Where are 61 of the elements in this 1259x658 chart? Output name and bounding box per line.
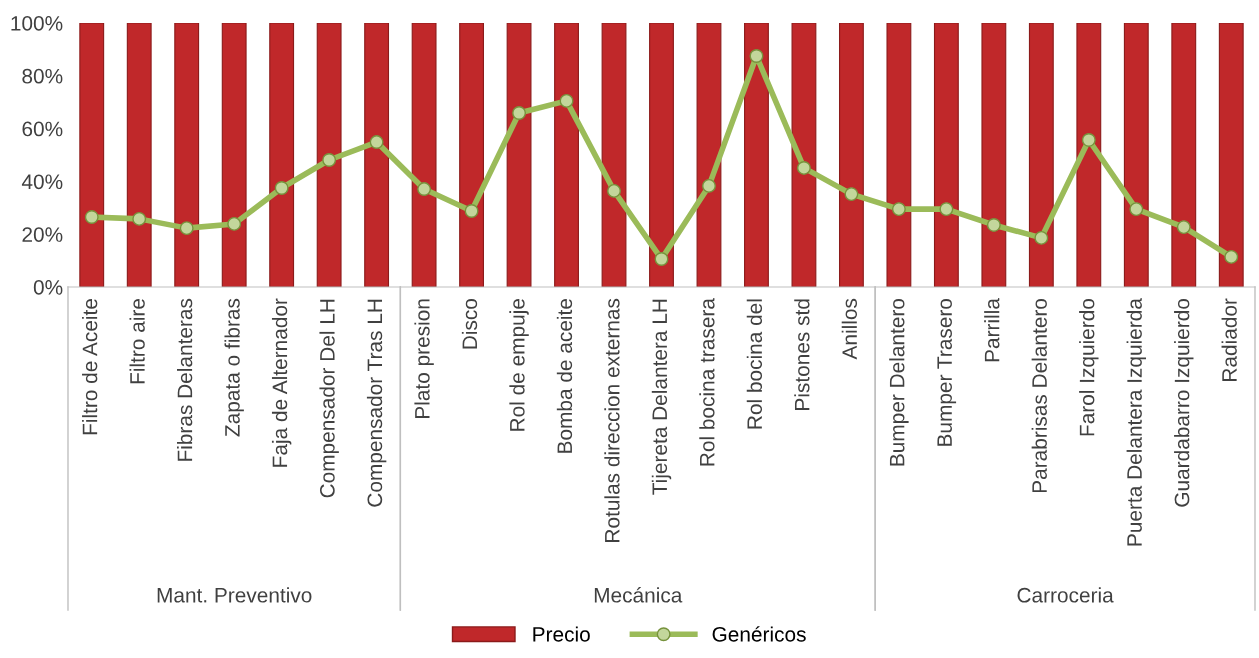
x-tick-label: Guardabarro Izquierdo	[1174, 298, 1194, 507]
point	[749, 49, 764, 63]
y-tick-label: 20%	[22, 227, 63, 242]
point	[512, 106, 527, 120]
x-tick-label: Compensador Del LH	[319, 299, 339, 498]
x-tick-label: Faja de Alternador	[271, 298, 292, 467]
point	[84, 210, 99, 224]
point	[1034, 230, 1049, 245]
point	[939, 202, 954, 217]
x-tick-label: Rol bocina trasera	[699, 298, 715, 466]
x-tick-label: Radiador	[1221, 298, 1237, 381]
legend-label: Genéricos	[712, 626, 806, 642]
y-tick-label: 100%	[11, 16, 63, 31]
point	[464, 204, 479, 218]
x-tick-label: Puerta Delantera Izquierda	[1126, 298, 1147, 546]
text: Mant. Preventivo	[157, 587, 312, 603]
y-tick-label: 40%	[21, 174, 63, 190]
x-tick-label: Plato presion	[414, 299, 434, 418]
x-tick-label: Bumper Trasero	[937, 298, 957, 446]
x-tick-label: Filtro aire	[129, 299, 145, 384]
point	[844, 187, 859, 202]
point	[796, 160, 811, 175]
point	[607, 183, 621, 198]
x-tick-label: Disco	[461, 298, 478, 349]
x-tick-label: Anillos	[841, 298, 858, 360]
point	[891, 202, 906, 217]
text: Mecánica	[594, 587, 683, 603]
point	[559, 93, 574, 108]
point	[322, 153, 337, 167]
x-tick-label: Rotulas direccion externas	[604, 298, 620, 542]
point	[654, 252, 669, 266]
x-tick-label: Bomba de aceite	[556, 299, 573, 453]
point	[1176, 220, 1191, 235]
x-tick-label: Bumper Delantero	[889, 298, 909, 466]
point	[369, 135, 384, 150]
x-tick-label: Fibras Delanteras	[176, 298, 193, 461]
point	[417, 182, 432, 197]
y-tick-label: 80%	[22, 68, 63, 84]
x-tick-label: Rol de empuje	[509, 299, 529, 431]
x-tick-label: Compensador Tras LH	[366, 299, 387, 507]
point	[179, 221, 194, 236]
x-tick-label: Parrilla	[984, 298, 1000, 362]
legend-label: Precio	[533, 626, 590, 642]
x-tick-label: Pistones std	[794, 299, 810, 410]
point	[986, 218, 1001, 232]
x-tick-label: Farol Izquierdo	[1079, 298, 1099, 436]
point	[132, 211, 147, 226]
point	[702, 178, 716, 193]
point	[1129, 202, 1144, 217]
x-tick-label: Parabrisas Delantero	[1031, 298, 1047, 493]
x-tick-label: Rol bocina del	[746, 299, 763, 429]
x-tick-label: Tijereta Delantera LH	[651, 299, 672, 495]
point	[1224, 249, 1239, 264]
point	[227, 216, 242, 231]
point	[274, 181, 289, 195]
x-tick-label: Filtro de Aceite	[82, 299, 98, 435]
y-tick-label: 60%	[22, 121, 63, 137]
text: Carroceria	[1017, 587, 1114, 603]
x-tick-label: Zapata o fibras	[224, 298, 244, 437]
y-tick-label: 0%	[33, 280, 63, 295]
point	[1081, 133, 1096, 147]
